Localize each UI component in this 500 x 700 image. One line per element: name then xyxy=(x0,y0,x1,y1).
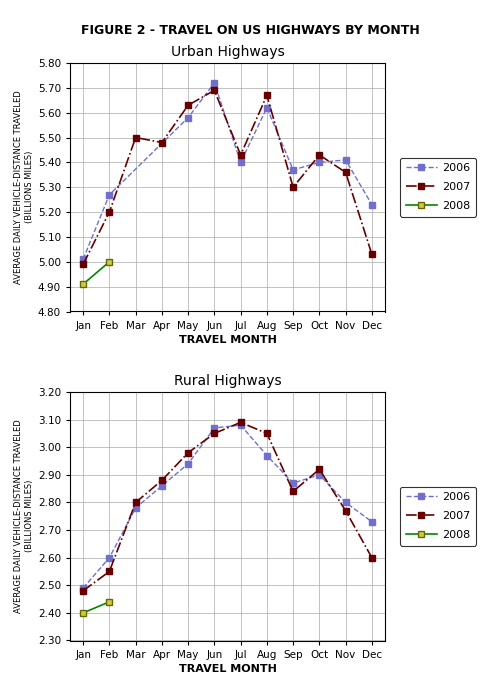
2006 xyxy=(264,104,270,112)
2007 xyxy=(290,183,296,191)
2007 xyxy=(159,139,165,147)
Line: 2006: 2006 xyxy=(80,422,374,591)
2006 xyxy=(185,113,191,122)
2006 xyxy=(106,190,112,199)
Line: 2007: 2007 xyxy=(80,419,374,594)
2007 xyxy=(342,507,348,515)
2006 xyxy=(238,158,244,167)
2006 xyxy=(290,166,296,174)
Text: FIGURE 2 - TRAVEL ON US HIGHWAYS BY MONTH: FIGURE 2 - TRAVEL ON US HIGHWAYS BY MONT… xyxy=(80,25,419,38)
Legend: 2006, 2007, 2008: 2006, 2007, 2008 xyxy=(400,158,476,217)
2008 xyxy=(106,258,112,266)
2007 xyxy=(212,86,218,94)
2006 xyxy=(369,517,375,526)
Line: 2008: 2008 xyxy=(80,259,112,287)
2007 xyxy=(238,418,244,426)
2006 xyxy=(212,78,218,87)
2007 xyxy=(369,250,375,258)
2007 xyxy=(264,429,270,438)
Title: Urban Highways: Urban Highways xyxy=(170,45,284,59)
2007 xyxy=(264,91,270,99)
2006 xyxy=(132,504,138,512)
2006 xyxy=(369,200,375,209)
X-axis label: TRAVEL MONTH: TRAVEL MONTH xyxy=(178,664,276,673)
Y-axis label: AVERAGE DAILY VEHICLE-DISTANCE TRAVELED
(BILLIONS MILES): AVERAGE DAILY VEHICLE-DISTANCE TRAVELED … xyxy=(14,90,34,284)
Line: 2008: 2008 xyxy=(80,599,112,616)
Line: 2007: 2007 xyxy=(80,88,374,267)
Legend: 2006, 2007, 2008: 2006, 2007, 2008 xyxy=(400,486,476,546)
2006 xyxy=(106,554,112,562)
2007 xyxy=(342,168,348,176)
2006 xyxy=(80,584,86,592)
2006 xyxy=(316,158,322,167)
2008 xyxy=(80,609,86,617)
2006 xyxy=(185,460,191,468)
2006 xyxy=(159,482,165,490)
2007 xyxy=(290,487,296,496)
2007 xyxy=(316,150,322,159)
2007 xyxy=(369,554,375,562)
2006 xyxy=(238,421,244,429)
2007 xyxy=(106,208,112,216)
2007 xyxy=(238,150,244,159)
Line: 2006: 2006 xyxy=(80,80,374,262)
2006 xyxy=(342,155,348,164)
2006 xyxy=(290,479,296,487)
2006 xyxy=(264,452,270,460)
Y-axis label: AVERAGE DAILY VEHICLE-DISTANCE TRAVELED
(BILLIONS MILES): AVERAGE DAILY VEHICLE-DISTANCE TRAVELED … xyxy=(14,419,34,613)
2006 xyxy=(342,498,348,507)
2007 xyxy=(132,133,138,141)
2008 xyxy=(80,280,86,288)
2007 xyxy=(132,498,138,507)
2007 xyxy=(185,449,191,457)
Title: Rural Highways: Rural Highways xyxy=(174,374,282,388)
2007 xyxy=(80,587,86,595)
2007 xyxy=(185,101,191,109)
2008 xyxy=(106,598,112,606)
2006 xyxy=(80,255,86,263)
2007 xyxy=(212,429,218,438)
2006 xyxy=(316,470,322,479)
2006 xyxy=(212,424,218,432)
2007 xyxy=(106,567,112,575)
X-axis label: TRAVEL MONTH: TRAVEL MONTH xyxy=(178,335,276,344)
2007 xyxy=(159,476,165,484)
2007 xyxy=(80,260,86,269)
2007 xyxy=(316,465,322,473)
